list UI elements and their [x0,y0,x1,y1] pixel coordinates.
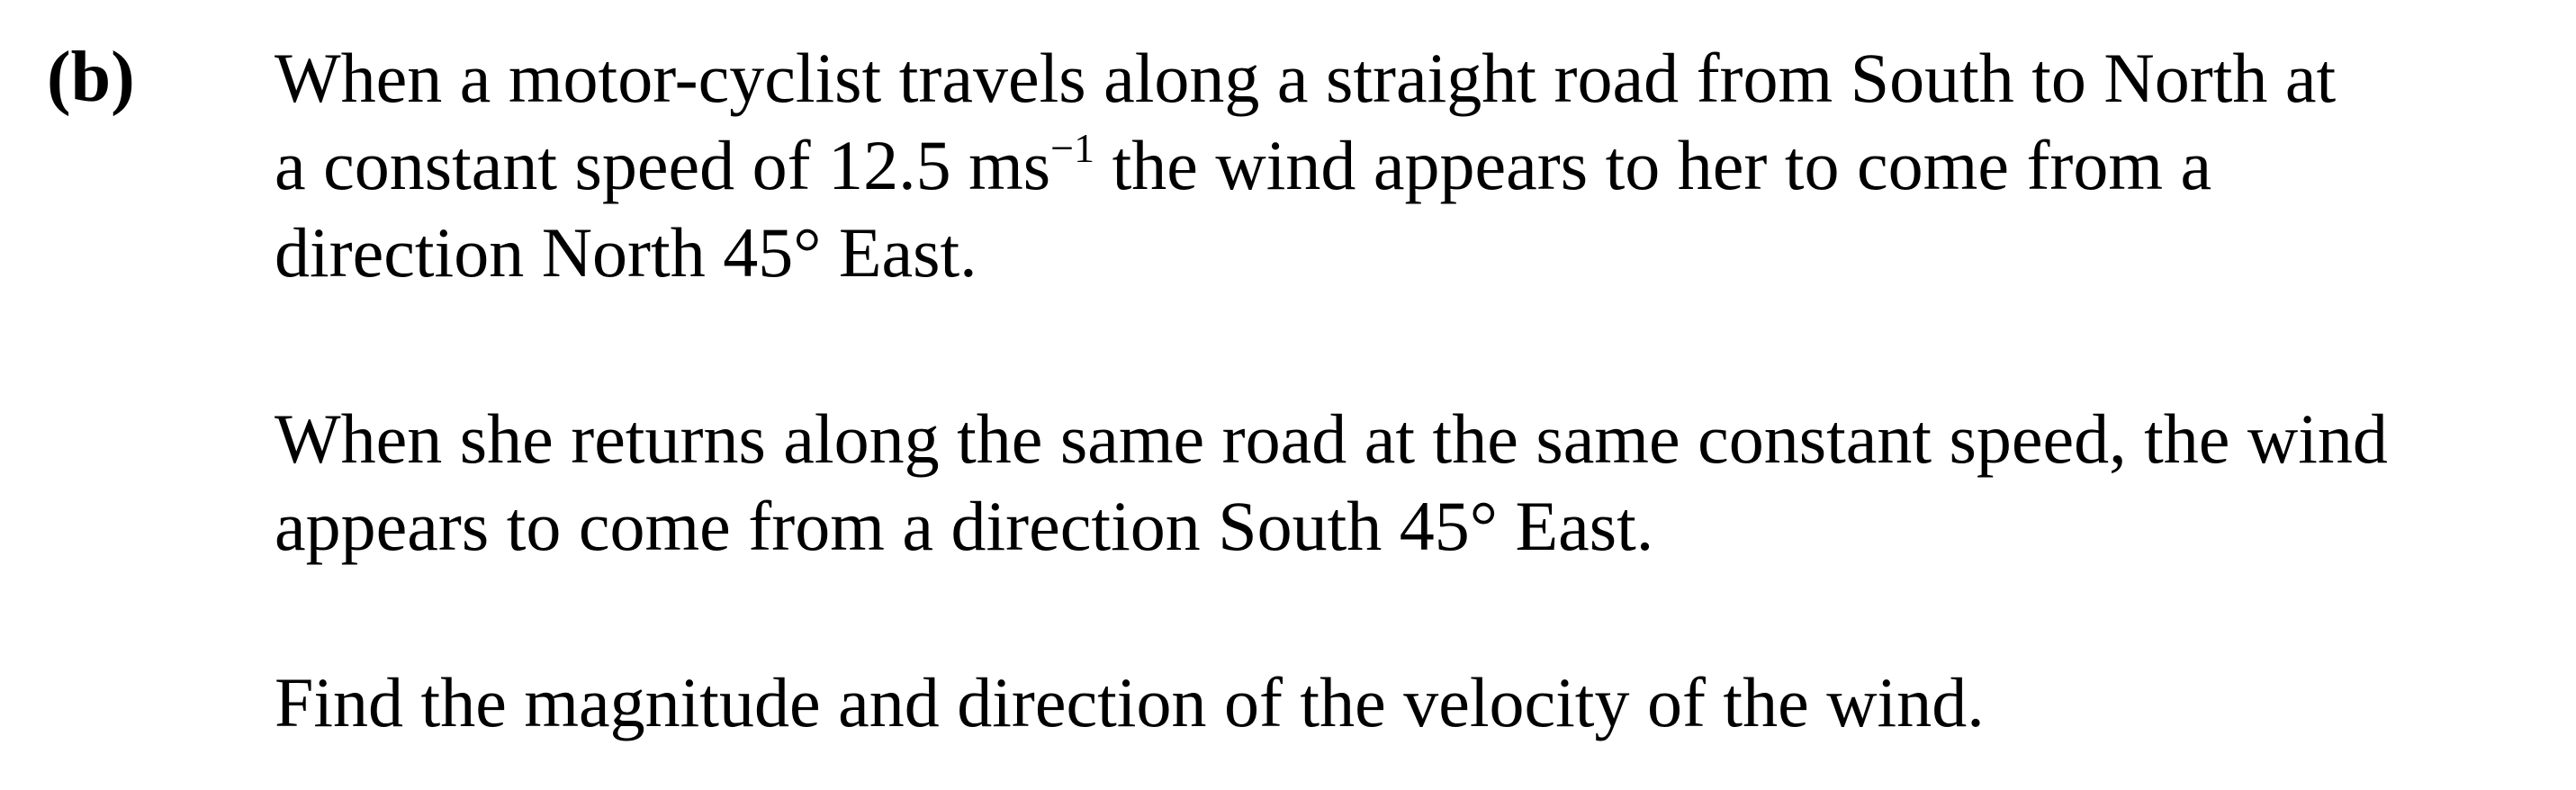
part-label: (b) [47,38,135,117]
paragraph2-line2: appears to come from a direction South 4… [275,487,1654,565]
wind-text: the wind appears to her to come from a [1094,126,2212,204]
paragraph1-line1: When a motor-cyclist travels along a str… [275,39,2337,117]
paragraph-task: Find the magnitude and direction of the … [275,659,2561,746]
unit-exponent: −1 [1050,125,1095,171]
paragraph2-line1: When she returns along the same road at … [275,399,2388,478]
paragraph3-line1: Find the magnitude and direction of the … [275,663,1985,741]
paragraph-motorcyclist-north: When a motor-cyclist travels along a str… [275,34,2561,296]
paragraph1-line2: a constant speed of 12.5 ms−1 the wind a… [275,121,2561,209]
paragraph1-line3: direction North 45° East. [275,213,977,292]
speed-text: a constant speed of 12.5 ms [275,126,1051,204]
paragraph-return-journey: When she returns along the same road at … [275,395,2561,570]
